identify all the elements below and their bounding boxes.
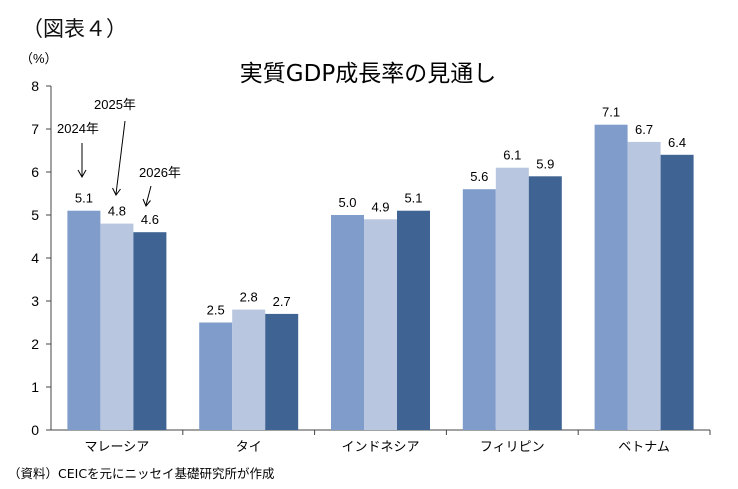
bar-2024: [331, 215, 364, 430]
category-label: フィリピン: [480, 440, 545, 455]
bar-2025: [100, 223, 134, 430]
y-tick-label: 6: [31, 164, 39, 180]
bar-2024: [594, 124, 628, 430]
data-label: 4.8: [108, 204, 126, 219]
bar-2026: [265, 313, 299, 430]
y-tick-label: 7: [31, 121, 39, 137]
y-tick-label: 8: [31, 78, 39, 94]
data-label: 4.6: [141, 212, 159, 227]
data-label: 7.1: [602, 105, 620, 120]
annotation-arrow-2025: [115, 120, 126, 195]
y-tick-label: 0: [31, 422, 39, 438]
category-label: タイ: [236, 440, 262, 455]
data-label: 5.6: [470, 169, 488, 184]
series-annotation-2025: 2025年: [94, 97, 136, 112]
data-label: 6.1: [503, 148, 521, 163]
series-annotations: 2024年 2025年 2026年: [57, 97, 181, 207]
category-labels-group: マレーシア タイ インドネシア フィリピン ベトナム: [85, 430, 711, 455]
y-tick-label: 2: [31, 336, 39, 352]
bar-2024: [67, 210, 101, 430]
annotation-arrowhead-2025: [112, 187, 121, 196]
y-axis-ticks: 0 1 2 3 4 5 6 7 8: [31, 78, 51, 438]
bar-2025: [232, 309, 266, 430]
data-label: 6.7: [635, 122, 653, 137]
figure-label: （図表４）: [22, 17, 127, 41]
series-annotation-2026: 2026年: [139, 165, 181, 180]
chart-title: 実質GDP成長率の見通し: [240, 61, 496, 87]
annotation-arrowhead-2026: [142, 198, 151, 207]
annotation-arrow-2026: [145, 185, 152, 206]
data-label: 5.0: [338, 195, 356, 210]
data-label: 5.9: [536, 156, 554, 171]
category-label: ベトナム: [618, 440, 670, 455]
data-label: 5.1: [75, 191, 93, 206]
data-label: 4.9: [371, 199, 389, 214]
bar-2024: [462, 189, 496, 430]
bar-2026: [133, 232, 167, 430]
category-label: インドネシア: [341, 440, 419, 455]
y-tick-label: 1: [31, 379, 39, 395]
data-label: 2.5: [207, 303, 225, 318]
data-labels-group: 5.1 4.8 4.6 2.5 2.8 2.7 5.0 4.9 5.1 5.6 6.1 5.9 7.1 6…: [75, 105, 686, 318]
data-label: 2.7: [273, 294, 291, 309]
y-tick-label: 4: [31, 250, 39, 266]
y-axis-unit: （%）: [20, 51, 58, 66]
bar-2026: [660, 154, 694, 431]
y-tick-label: 5: [31, 207, 39, 223]
bar-2026: [528, 176, 562, 430]
bar-2025: [627, 141, 661, 430]
bar-2025: [495, 167, 529, 430]
bar-2025: [364, 219, 397, 430]
y-tick-label: 3: [31, 293, 39, 309]
series-annotation-2024: 2024年: [57, 121, 99, 136]
bar-2024: [199, 322, 233, 430]
annotation-arrowhead-2024: [77, 169, 87, 179]
bar-2026: [397, 210, 430, 430]
data-label: 2.8: [240, 290, 258, 305]
data-label: 5.1: [404, 191, 422, 206]
data-label: 6.4: [668, 135, 686, 150]
category-label: マレーシア: [85, 440, 150, 455]
bars-group: [67, 124, 694, 431]
source-note: （資料）CEICを元にニッセイ基礎研究所が作成: [8, 466, 275, 481]
